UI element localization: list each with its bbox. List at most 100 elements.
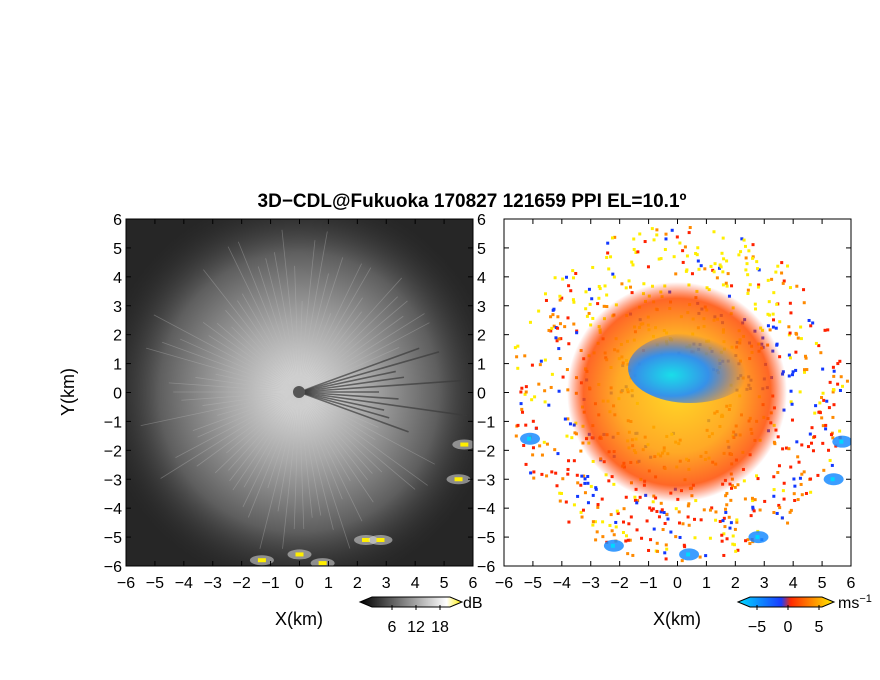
- velocity-pixel: [601, 535, 605, 539]
- velocity-pixel: [566, 472, 570, 476]
- velocity-pixel: [559, 491, 563, 495]
- velocity-pixel: [696, 259, 700, 263]
- velocity-pixel: [550, 470, 554, 474]
- x-tick-label: 4: [411, 575, 420, 592]
- velocity-pixel: [555, 484, 559, 488]
- velocity-pixel: [787, 333, 791, 337]
- velocity-pixel: [804, 491, 808, 495]
- velocity-pixel: [821, 441, 825, 445]
- radial-streak: [298, 391, 383, 473]
- y-tick-label: 1: [477, 357, 486, 374]
- velocity-pixel: [772, 494, 776, 498]
- velocity-pixel: [600, 497, 604, 501]
- radial-streak: [298, 391, 313, 518]
- velocity-pixel: [824, 427, 828, 431]
- velocity-pixel: [698, 555, 702, 559]
- velocity-pixel: [659, 501, 663, 505]
- velocity-pixel: [838, 429, 842, 433]
- velocity-pixel: [790, 373, 794, 377]
- radial-streak: [298, 311, 362, 393]
- radial-streak: [160, 391, 300, 479]
- colorbar-tick-label: 18: [431, 619, 449, 636]
- velocity-pixel: [789, 389, 793, 393]
- velocity-pixel: [549, 329, 553, 333]
- high-echo-point: [454, 477, 463, 482]
- velocity-pixel: [559, 337, 563, 341]
- velocity-pixel: [566, 316, 570, 320]
- velocity-pixel: [556, 452, 560, 456]
- y-tick-label: −3: [104, 472, 122, 489]
- velocity-pixel: [681, 249, 685, 253]
- velocity-pixel: [575, 473, 579, 477]
- velocity-pixel: [521, 410, 525, 414]
- high-echo-point: [376, 537, 385, 542]
- velocity-echo-core: [527, 436, 532, 441]
- colorbar-tick-label: 6: [388, 619, 397, 636]
- velocity-pixel: [758, 508, 762, 512]
- velocity-colorbar: −5 0 5 ms−1: [736, 593, 872, 636]
- y-tick-label: 1: [113, 357, 122, 374]
- velocity-pixel: [743, 244, 747, 248]
- velocity-pixel: [643, 240, 647, 244]
- velocity-pixel: [537, 382, 541, 386]
- velocity-pixel: [806, 445, 810, 449]
- colorbar-tick-label: −5: [748, 619, 766, 636]
- high-echo-point: [460, 442, 469, 447]
- velocity-pixel: [778, 320, 782, 324]
- velocity-pixel: [832, 388, 836, 392]
- velocity-pixel: [635, 528, 639, 532]
- velocity-pixel: [565, 434, 569, 438]
- velocity-pixel: [601, 520, 605, 524]
- velocity-pixel: [768, 328, 772, 332]
- velocity-pixel: [519, 402, 523, 406]
- velocity-pixel: [714, 518, 718, 522]
- velocity-pixel: [624, 495, 628, 499]
- velocity-pixel: [809, 490, 813, 494]
- velocity-pixel: [699, 264, 703, 268]
- velocity-pixel: [726, 272, 730, 276]
- velocity-pixel: [575, 329, 579, 333]
- velocity-pixel: [776, 264, 780, 268]
- y-tick-label: 3: [477, 299, 486, 316]
- radial-streak: [281, 229, 300, 393]
- velocity-pixel: [793, 484, 797, 488]
- velocity-pixel: [773, 442, 777, 446]
- velocity-pixel: [755, 260, 759, 264]
- velocity-pixel: [591, 520, 595, 524]
- velocity-pixel: [594, 487, 598, 491]
- radial-streak: [298, 391, 363, 522]
- velocity-pixel: [561, 375, 565, 379]
- velocity-pixel: [612, 482, 616, 486]
- velocity-echo-core: [839, 439, 844, 444]
- velocity-pixel: [534, 426, 538, 430]
- velocity-pixel: [674, 272, 678, 276]
- radial-streak: [298, 313, 425, 393]
- velocity-pixel: [586, 474, 590, 478]
- velocity-pixel: [553, 276, 557, 280]
- velocity-pixel: [677, 521, 681, 525]
- velocity-pixel: [736, 483, 740, 487]
- radial-streak: [298, 391, 368, 481]
- velocity-pixel: [735, 520, 739, 524]
- velocity-pixel: [632, 237, 636, 241]
- velocity-pixel: [708, 508, 712, 512]
- velocity-pixel: [745, 262, 749, 266]
- x-tick-label: 0: [673, 575, 682, 592]
- velocity-pixel: [558, 294, 562, 298]
- velocity-pixel: [606, 241, 610, 245]
- velocity-pixel: [547, 403, 551, 407]
- velocity-pixel: [642, 282, 646, 286]
- y-tick-label: −6: [477, 559, 495, 576]
- x-tick-label: 3: [382, 575, 391, 592]
- velocity-pixel: [826, 328, 830, 332]
- velocity-pixel: [652, 238, 656, 242]
- radial-streak: [298, 296, 398, 393]
- velocity-pixel: [629, 285, 633, 289]
- velocity-pixel: [787, 325, 791, 329]
- radial-streak: [257, 266, 300, 393]
- velocity-pixel: [558, 499, 562, 503]
- velocity-pixel: [558, 322, 562, 326]
- y-tick-label: −1: [477, 414, 495, 431]
- velocity-pixel: [721, 270, 725, 274]
- velocity-pixel: [567, 459, 571, 463]
